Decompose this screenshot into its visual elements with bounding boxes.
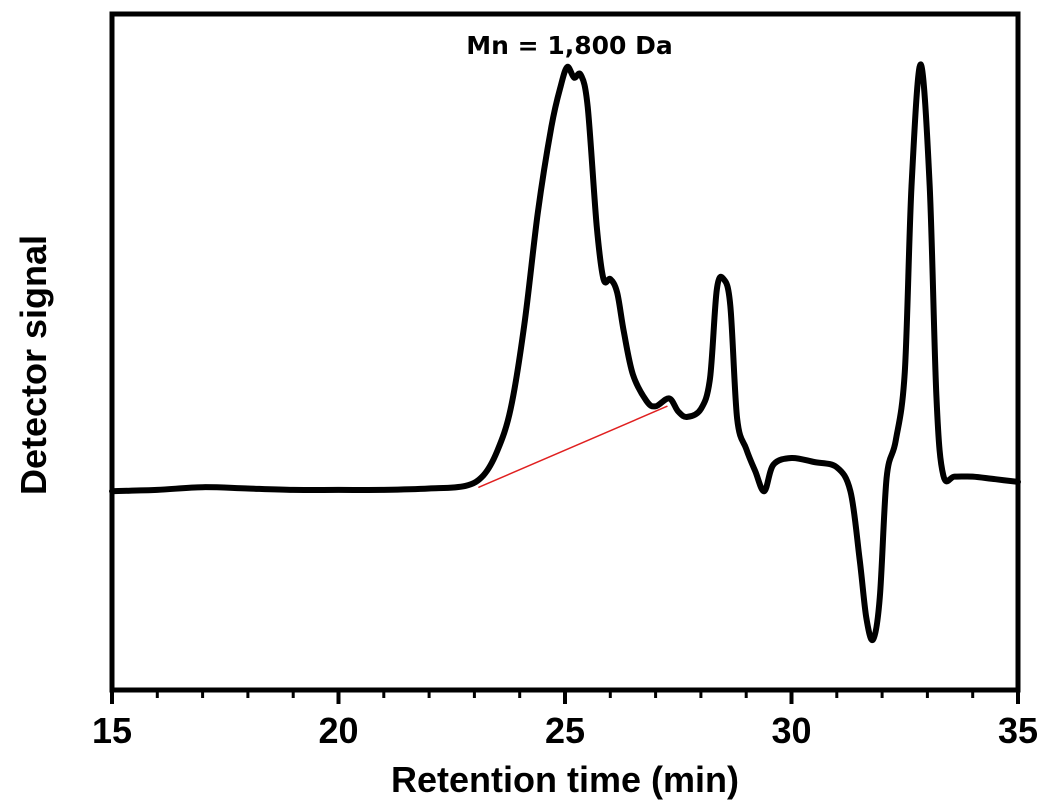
molecular-weight-annotation: Mn = 1,800 Da bbox=[466, 31, 672, 60]
y-axis-title: Detector signal bbox=[13, 235, 54, 495]
x-tick-label: 15 bbox=[92, 710, 132, 751]
x-axis-tick-labels: 15 20 25 30 35 bbox=[92, 710, 1038, 751]
x-axis-title: Retention time (min) bbox=[391, 759, 739, 800]
chromatogram-line bbox=[109, 61, 1021, 644]
x-tick-label: 30 bbox=[771, 710, 811, 751]
x-axis-ticks bbox=[110, 690, 1020, 704]
x-tick-label: 25 bbox=[545, 710, 585, 751]
x-tick-label: 35 bbox=[998, 710, 1038, 751]
baseline-line bbox=[478, 405, 668, 488]
series-layer bbox=[109, 61, 1021, 644]
x-tick-label: 20 bbox=[318, 710, 358, 751]
plot-frame bbox=[109, 11, 1021, 693]
